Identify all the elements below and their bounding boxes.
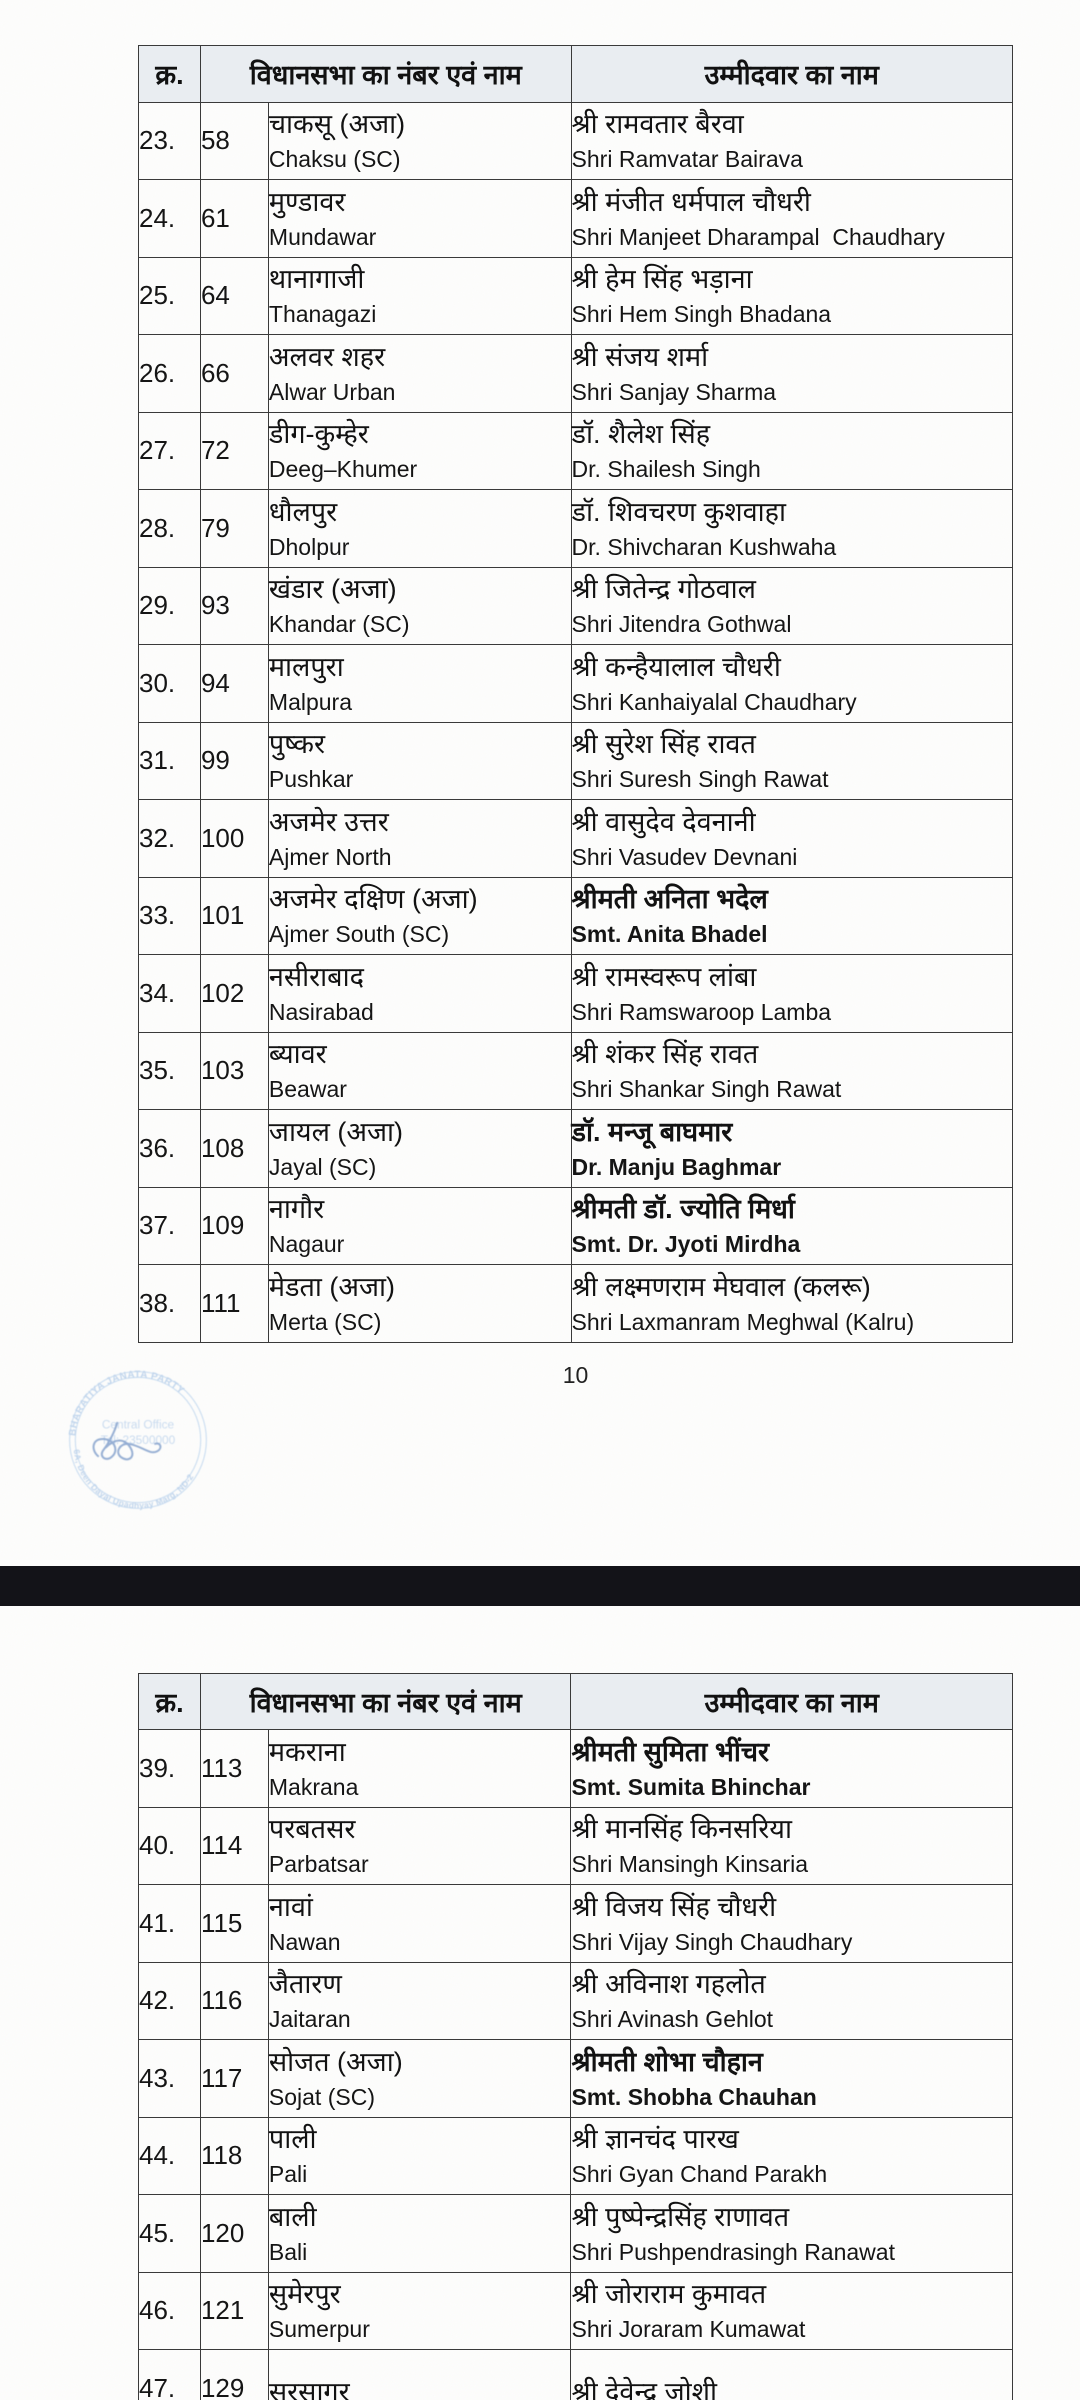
svg-text:Central Office: Central Office: [102, 1418, 175, 1432]
svg-text:6A, Deen Dayal Upadhyay Marg,: 6A, Deen Dayal Upadhyay Marg, ND-2: [72, 1449, 196, 1511]
